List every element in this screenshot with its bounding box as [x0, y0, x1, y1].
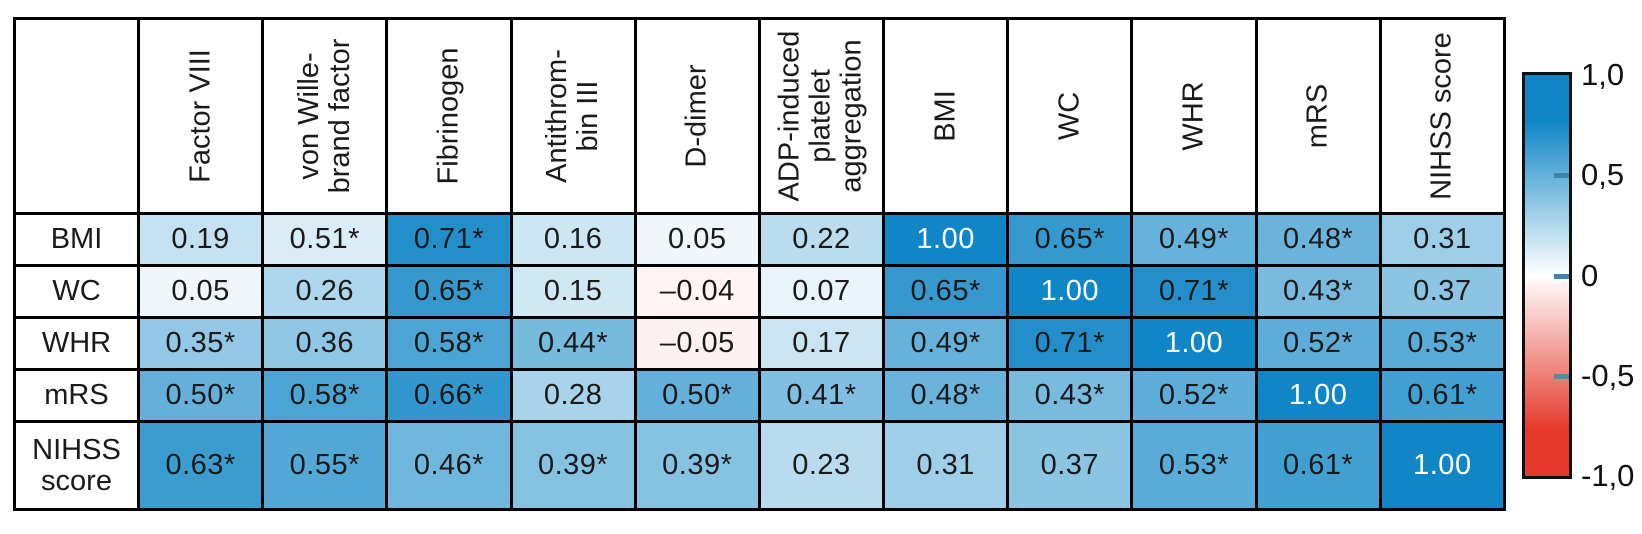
row-header: WHR	[13, 316, 140, 371]
row-header: NIHSS score	[13, 420, 140, 511]
heatmap-cell: 0.37	[1006, 420, 1134, 511]
heatmap-cell: 0.07	[757, 264, 886, 319]
heatmap-cell: 0.49*	[1130, 212, 1258, 267]
column-header-label: Factor VIII	[184, 49, 217, 183]
colorbar-tick-label: -0,5	[1581, 357, 1635, 393]
column-header-row: Factor VIII von Wille- brand factor Fibrin…	[13, 17, 1507, 215]
heatmap-cell: 0.26	[261, 264, 389, 319]
heatmap-cell: 0.43*	[1006, 368, 1134, 423]
column-header-label: mRS	[1301, 83, 1334, 149]
column-header-label: D-dimer	[680, 64, 713, 168]
heatmap-cell: 0.55*	[261, 420, 389, 511]
heatmap-cell: 0.44*	[509, 316, 637, 371]
heatmap-cell: 0.37	[1378, 264, 1507, 319]
heatmap-cell: 0.49*	[882, 316, 1010, 371]
heatmap-cell: 0.35*	[136, 316, 265, 371]
heatmap-cell: 0.28	[509, 368, 637, 423]
colorbar-tick-label: 0,5	[1581, 157, 1625, 193]
heatmap-cell: 0.48*	[882, 368, 1010, 423]
heatmap-cell: 0.66*	[385, 368, 513, 423]
heatmap-cell: 0.52*	[1130, 368, 1258, 423]
heatmap-cell: 0.39*	[509, 420, 637, 511]
heatmap-cell: 0.16	[509, 212, 637, 267]
heatmap-cell: 0.71*	[385, 212, 513, 267]
heatmap-cell: 0.05	[633, 212, 761, 267]
column-header-label: WC	[1053, 91, 1086, 141]
column-header-label: WHR	[1177, 81, 1210, 151]
colorbar-tick-mark	[1554, 173, 1569, 179]
heatmap-cell: 0.19	[136, 212, 265, 267]
column-header-label: Fibrinogen	[432, 47, 465, 185]
heatmap-cell: 0.39*	[633, 420, 761, 511]
heatmap-cell: 0.46*	[385, 420, 513, 511]
heatmap-cell: 1.00	[882, 212, 1010, 267]
heatmap-cell: 0.22	[757, 212, 886, 267]
colorbar-tick-label: 1,0	[1581, 57, 1625, 92]
column-header: ADP-induced platelet aggregation	[757, 17, 886, 215]
table-row: NIHSS score 0.63* 0.55* 0.46* 0.39* 0.39* 0.23…	[13, 420, 1507, 511]
heatmap-cell: 0.23	[757, 420, 886, 511]
heatmap-cell: 0.50*	[633, 368, 761, 423]
heatmap-cell: 0.41*	[757, 368, 886, 423]
heatmap-cell: 0.31	[1378, 212, 1507, 267]
column-header: NIHSS score	[1378, 17, 1507, 215]
heatmap-cell: 0.17	[757, 316, 886, 371]
heatmap-cell: 0.48*	[1254, 212, 1382, 267]
table-row: WHR 0.35* 0.36 0.58* 0.44* –0.05 0.17 0.49* 0.71…	[13, 316, 1507, 371]
colorbar	[1522, 72, 1572, 479]
heatmap-cell: 0.58*	[385, 316, 513, 371]
column-header: WHR	[1130, 17, 1258, 215]
heatmap-cell: 0.63*	[136, 420, 265, 511]
colorbar-tick-label: -1,0	[1581, 458, 1635, 493]
table-row: BMI 0.19 0.51* 0.71* 0.16 0.05 0.22 1.00 0.65* 0.…	[13, 212, 1507, 267]
heatmap-cell: 1.00	[1378, 420, 1507, 511]
column-header: WC	[1006, 17, 1134, 215]
column-header: Antithrom- bin III	[509, 17, 637, 215]
heatmap-cell: 0.71*	[1006, 316, 1134, 371]
heatmap-cell: 0.36	[261, 316, 389, 371]
heatmap-cell: 0.05	[136, 264, 265, 319]
heatmap-cell: 0.65*	[1006, 212, 1134, 267]
heatmap-cell: 0.71*	[1130, 264, 1258, 319]
column-header: D-dimer	[633, 17, 761, 215]
heatmap-cell: 0.51*	[261, 212, 389, 267]
column-header: BMI	[882, 17, 1010, 215]
column-header-label: NIHSS score	[1425, 32, 1458, 200]
heatmap-cell: 0.52*	[1254, 316, 1382, 371]
colorbar-tick-label: 0	[1581, 257, 1599, 293]
colorbar-tick-mark	[1554, 373, 1569, 379]
row-header: BMI	[13, 212, 140, 267]
row-header: mRS	[13, 368, 140, 423]
heatmap-cell: –0.04	[633, 264, 761, 319]
heatmap-cell: 0.31	[882, 420, 1010, 511]
heatmap-cell: 1.00	[1254, 368, 1382, 423]
column-header-label: Antithrom- bin III	[541, 49, 605, 183]
heatmap-cell: 0.53*	[1378, 316, 1507, 371]
heatmap-cell: 0.61*	[1254, 420, 1382, 511]
heatmap-cell: –0.05	[633, 316, 761, 371]
heatmap-cell: 0.58*	[261, 368, 389, 423]
heatmap-cell: 0.65*	[385, 264, 513, 319]
column-header: mRS	[1254, 17, 1382, 215]
table-row: mRS 0.50* 0.58* 0.66* 0.28 0.50* 0.41* 0.48* 0.4…	[13, 368, 1507, 423]
heatmap-cell: 0.15	[509, 264, 637, 319]
heatmap-cell: 0.53*	[1130, 420, 1258, 511]
column-header: Factor VIII	[136, 17, 265, 215]
heatmap-cell: 1.00	[1130, 316, 1258, 371]
heatmap-cell: 0.61*	[1378, 368, 1507, 423]
table-row: WC 0.05 0.26 0.65* 0.15 –0.04 0.07 0.65* 1.00 0.7…	[13, 264, 1507, 319]
column-header-label: ADP-induced platelet aggregation	[773, 30, 868, 202]
column-header: von Wille- brand factor	[261, 17, 389, 215]
heatmap-cell: 1.00	[1006, 264, 1134, 319]
colorbar-tick-mark	[1554, 273, 1569, 279]
heatmap-cell: 0.50*	[136, 368, 265, 423]
correlation-table: Factor VIII von Wille- brand factor Fibrin…	[13, 17, 1507, 511]
heatmap-cell: 0.43*	[1254, 264, 1382, 319]
column-header-label: von Wille- brand factor	[292, 38, 356, 194]
column-header-label: BMI	[929, 90, 962, 142]
column-header: Fibrinogen	[385, 17, 513, 215]
row-header: WC	[13, 264, 140, 319]
heatmap-cell: 0.65*	[882, 264, 1010, 319]
corner-cell	[13, 17, 140, 215]
